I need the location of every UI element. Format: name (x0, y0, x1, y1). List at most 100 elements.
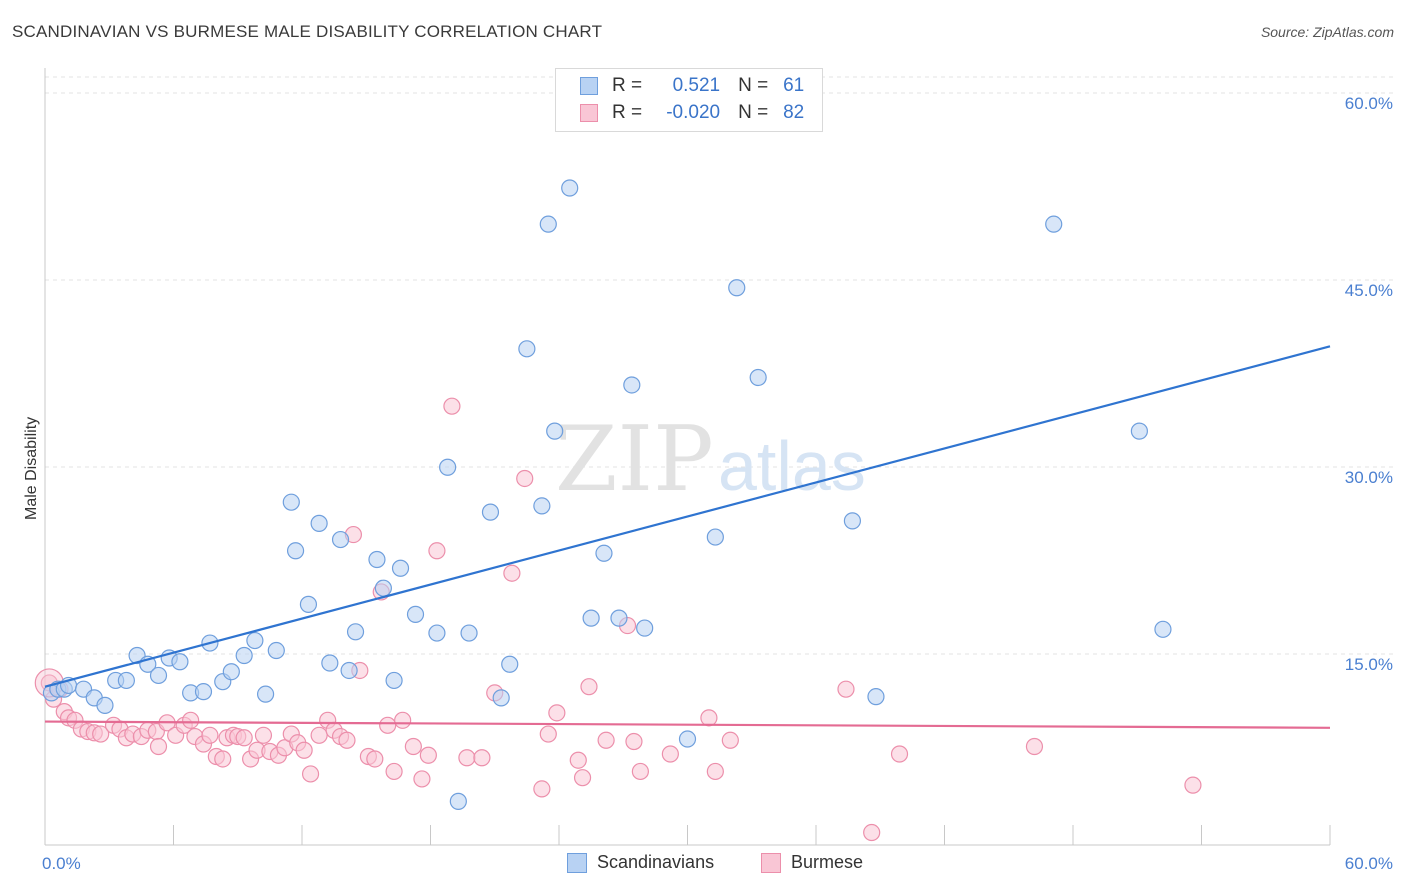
legend-n-value: 82 (783, 102, 805, 123)
scandinavian-point (171, 653, 189, 671)
burmese-point (254, 726, 273, 744)
burmese-point (338, 731, 356, 749)
burmese-point (301, 765, 320, 783)
watermark-zip: ZIP (555, 407, 714, 512)
scandinavian-point (256, 685, 275, 703)
burmese-point (473, 749, 491, 767)
series-legend: Scandinavians Burmese (0, 852, 1406, 876)
scandinavian-point (391, 559, 410, 577)
burmese-point (385, 762, 403, 781)
scandinavian-point (636, 619, 654, 637)
scandinavian-point (428, 624, 446, 642)
legend-n-label: N = (738, 75, 769, 96)
watermark-atlas: atlas (718, 427, 866, 505)
scandinavian-point (501, 655, 519, 673)
scandinavian-point (460, 624, 478, 642)
burmese-point (92, 725, 110, 743)
scandinavian-point (149, 666, 168, 685)
burmese-point (890, 745, 909, 763)
burmese-point (661, 745, 679, 763)
scandinavian-trend-line (44, 345, 1331, 688)
legend-swatch-blue (567, 852, 587, 873)
scandinavian-point (610, 609, 628, 627)
scandinavian-point (331, 530, 350, 549)
y-tick-label: 15.0% (1345, 655, 1393, 674)
scandinavian-point (582, 609, 600, 627)
burmese-point (700, 709, 718, 727)
burmese-point (631, 762, 649, 781)
burmese-point (1184, 776, 1202, 794)
burmese-trend-line (44, 720, 1331, 729)
scandinavian-point (1045, 215, 1063, 233)
legend-swatch-pink (761, 852, 781, 873)
legend-n-value: 61 (783, 75, 805, 96)
burmese-point (625, 732, 643, 751)
scandinavian-point (1130, 422, 1148, 440)
scandinavian-point (623, 376, 641, 394)
y-axis-label: Male Disability (23, 417, 40, 520)
legend-item-scandinavians[interactable]: Scandinavians (567, 852, 714, 873)
scandinavian-point (222, 663, 240, 681)
y-tick-label: 45.0% (1345, 281, 1393, 300)
scandinavian-point (406, 605, 425, 623)
scandinavian-point (546, 422, 564, 440)
scandinavian-point (595, 544, 613, 562)
burmese-point (1025, 737, 1044, 756)
y-tick-label: 60.0% (1345, 94, 1393, 113)
burmese-point (182, 711, 200, 729)
burmese-point (201, 726, 219, 744)
scandinavian-point (299, 595, 318, 613)
scandinavian-point (385, 671, 403, 690)
scandinavian-point (346, 623, 365, 641)
x-tick-label: 0.0% (42, 854, 81, 873)
legend-r-label: R = (612, 102, 643, 123)
burmese-point (295, 741, 313, 759)
scandinavian-point (282, 493, 300, 511)
burmese-point (533, 780, 551, 798)
burmese-point (863, 823, 881, 842)
scandinavian-point (368, 550, 386, 569)
burmese-point (394, 711, 412, 729)
burmese-point (379, 716, 397, 734)
burmese-point (597, 731, 615, 749)
scandinavian-point (867, 688, 885, 706)
scandinavian-point (481, 503, 500, 521)
scandinavian-point (194, 683, 213, 701)
legend-label-burmese: Burmese (791, 852, 864, 872)
scandinavian-point (533, 497, 551, 515)
scandinavian-point (235, 646, 253, 665)
legend-r-value: 0.521 (672, 75, 721, 96)
scandinavian-point (321, 654, 339, 672)
x-tick-label: 60.0% (1345, 854, 1393, 873)
legend-item-burmese[interactable]: Burmese (761, 852, 863, 873)
legend-swatch-blue (580, 77, 598, 95)
burmese-point (580, 678, 598, 696)
trend-lines (44, 345, 1331, 729)
scandinavian-point (678, 730, 697, 748)
burmese-point (503, 564, 521, 582)
burmese-point (516, 469, 534, 488)
burmese-point (548, 704, 566, 722)
burmese-point (214, 750, 232, 768)
tick-labels: 15.0% 30.0% 45.0% 60.0% 0.0% 60.0% (42, 94, 1393, 873)
burmese-point (404, 737, 422, 756)
correlation-legend: R = 0.521 N = 61 R = -0.020 N = 82 (555, 68, 823, 132)
scandinavian-point (96, 696, 114, 714)
legend-r-label: R = (612, 75, 643, 96)
scandinavian-point (449, 792, 467, 810)
scandinavian-point (706, 528, 724, 546)
watermark: ZIP atlas (555, 407, 866, 512)
scandinavian-point (340, 661, 358, 680)
axes (44, 68, 1331, 846)
scandinavian-point (843, 512, 862, 530)
legend-row-burmese: R = -0.020 N = 82 (580, 100, 804, 126)
burmese-point (569, 751, 587, 769)
burmese-point (721, 731, 739, 749)
burmese-point (419, 746, 437, 764)
scandinavian-point (728, 279, 746, 297)
scandinavian-point (374, 579, 392, 597)
burmese-point (458, 749, 476, 767)
chart-title: SCANDINAVIAN VS BURMESE MALE DISABILITY … (12, 22, 603, 41)
grid-lines (45, 76, 1394, 655)
